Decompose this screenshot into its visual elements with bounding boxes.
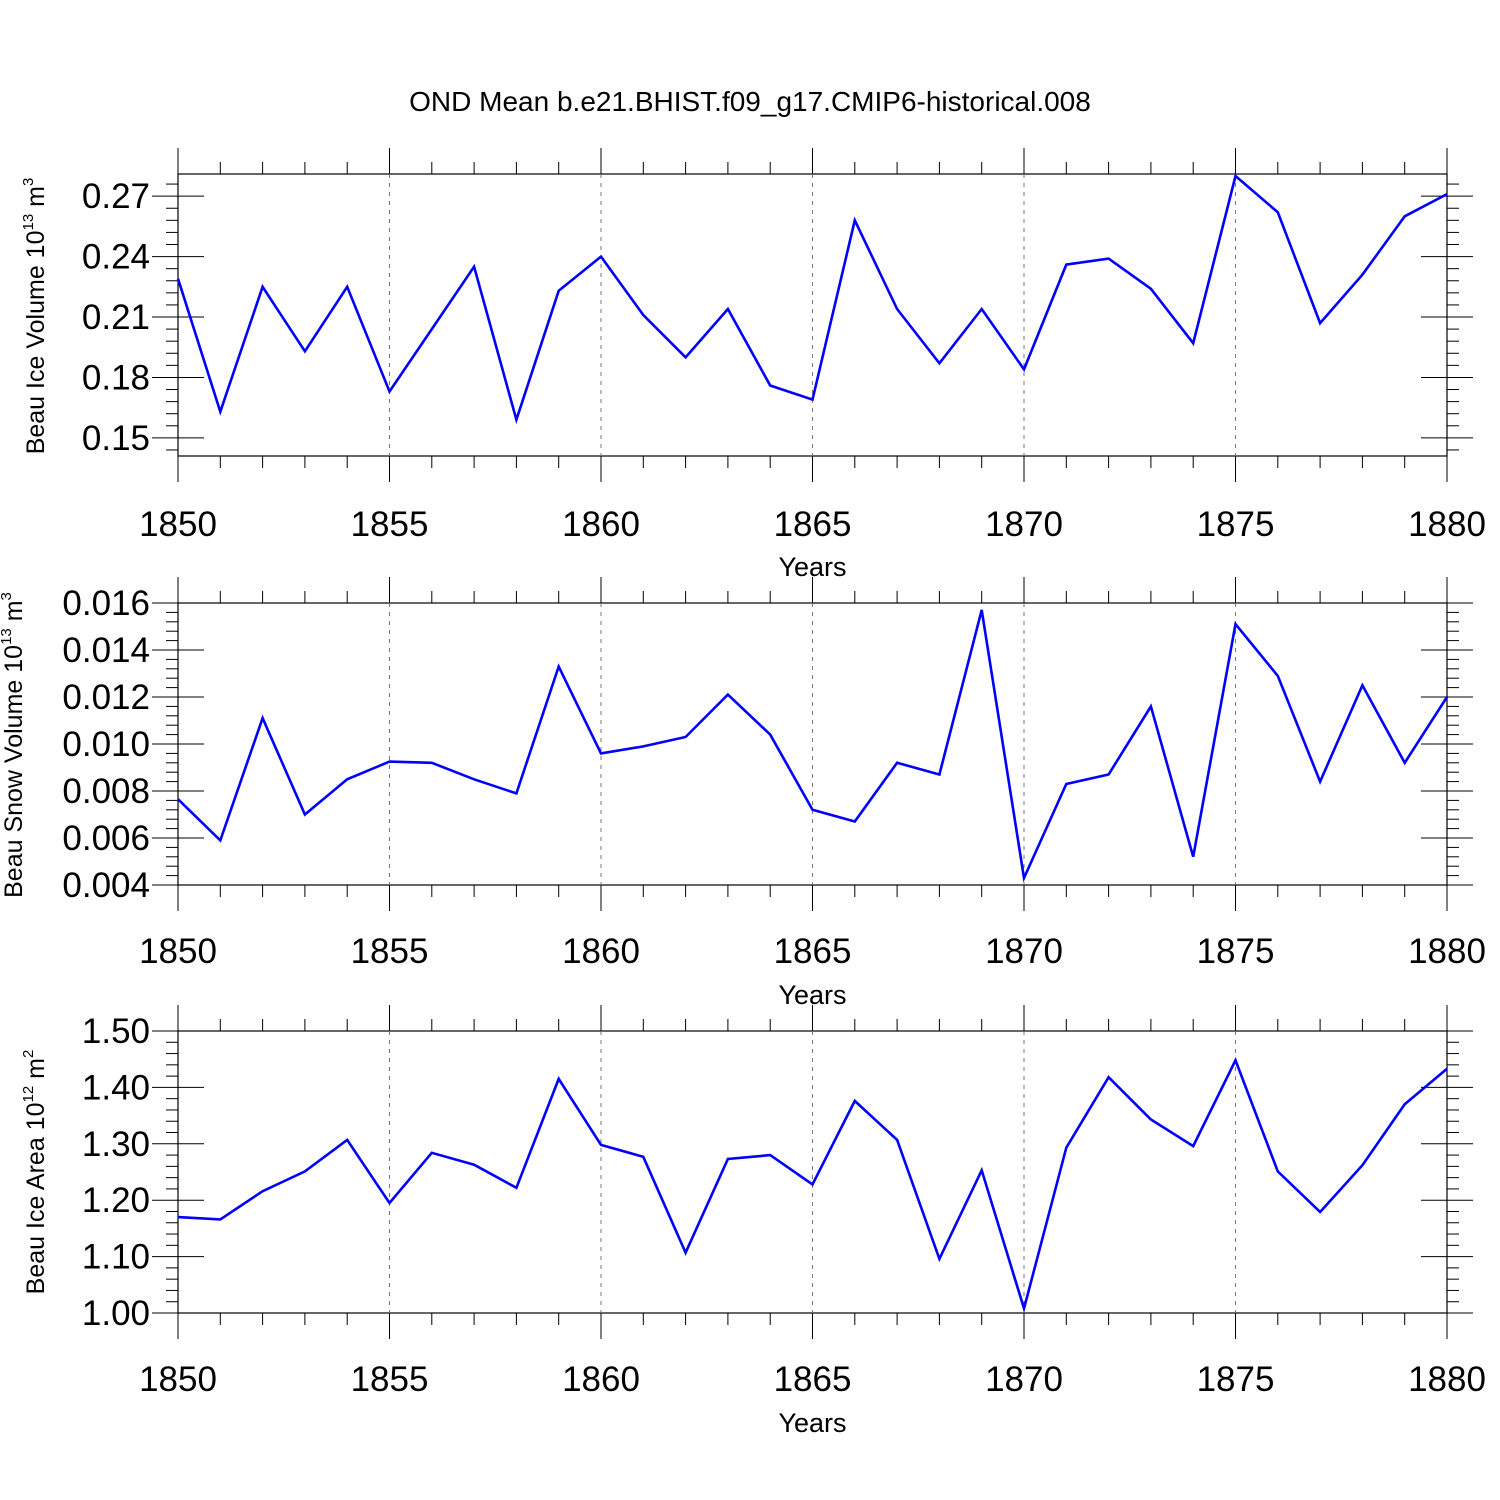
x-tick-label: 1855	[351, 505, 429, 544]
x-tick-label: 1880	[1408, 505, 1486, 544]
panel-3: 1.00 1.10 1.20 1.30 1.40 1.50 1850 1855 1860 1865…	[20, 1005, 1486, 1438]
y-tick-label: 1.00	[82, 1294, 150, 1333]
y-axis-label: Beau Ice Volume 1013 m3	[20, 178, 50, 455]
x-tick-label: 1870	[985, 505, 1063, 544]
x-tick-label: 1875	[1197, 1360, 1275, 1399]
y-tick-label: 0.010	[62, 725, 150, 764]
x-tick-label: 1875	[1197, 505, 1275, 544]
y-tick-label: 0.008	[62, 772, 150, 811]
y-tick-label: 0.21	[82, 298, 150, 337]
y-tick-label: 0.014	[62, 631, 150, 670]
x-tick-label: 1860	[562, 1360, 640, 1399]
y-tick-label: 0.004	[62, 866, 150, 905]
y-tick-label: 1.30	[82, 1125, 150, 1164]
x-tick-label: 1860	[562, 505, 640, 544]
y-tick-label: 1.50	[82, 1012, 150, 1051]
x-tick-label: 1850	[139, 1360, 217, 1399]
x-tick-label: 1870	[985, 1360, 1063, 1399]
figure-title: OND Mean b.e21.BHIST.f09_g17.CMIP6-histo…	[409, 86, 1091, 117]
x-tick-label: 1865	[774, 1360, 852, 1399]
x-tick-label: 1860	[562, 932, 640, 971]
x-tick-label: 1855	[351, 932, 429, 971]
x-tick-label: 1865	[774, 505, 852, 544]
x-tick-label: 1850	[139, 932, 217, 971]
y-tick-label: 0.18	[82, 358, 150, 397]
y-axis-label: Beau Ice Area 1012 m2	[20, 1050, 50, 1295]
y-tick-label: 1.40	[82, 1068, 150, 1107]
y-tick-label: 0.27	[82, 177, 150, 216]
y-tick-label: 0.012	[62, 678, 150, 717]
panels: 0.15 0.18 0.21 0.24 0.27 1850 1855 1860 1865 1870…	[0, 148, 1486, 1438]
plot-frame	[177, 173, 1448, 457]
y-axis-label: Beau Snow Volume 1013 m3	[0, 592, 28, 898]
x-tick-label: 1870	[985, 932, 1063, 971]
x-tick-label: 1865	[774, 932, 852, 971]
y-tick-label: 0.006	[62, 819, 150, 858]
y-tick-label: 1.10	[82, 1238, 150, 1277]
y-tick-label: 0.24	[82, 238, 150, 277]
y-tick-label: 0.15	[82, 419, 150, 458]
x-tick-label: 1880	[1408, 932, 1486, 971]
x-axis-label: Years	[778, 1408, 846, 1438]
y-tick-label: 1.20	[82, 1181, 150, 1220]
x-tick-label: 1875	[1197, 932, 1275, 971]
x-tick-label: 1880	[1408, 1360, 1486, 1399]
x-tick-label: 1855	[351, 1360, 429, 1399]
panel-1: 0.15 0.18 0.21 0.24 0.27 1850 1855 1860 1865 1870…	[20, 148, 1486, 582]
panel-2: 0.004 0.006 0.008 0.010 0.012 0.014 0.016 1850 1…	[0, 577, 1486, 1010]
y-tick-label: 0.016	[62, 584, 150, 623]
x-tick-label: 1850	[139, 505, 217, 544]
plot-frame	[177, 602, 1448, 886]
